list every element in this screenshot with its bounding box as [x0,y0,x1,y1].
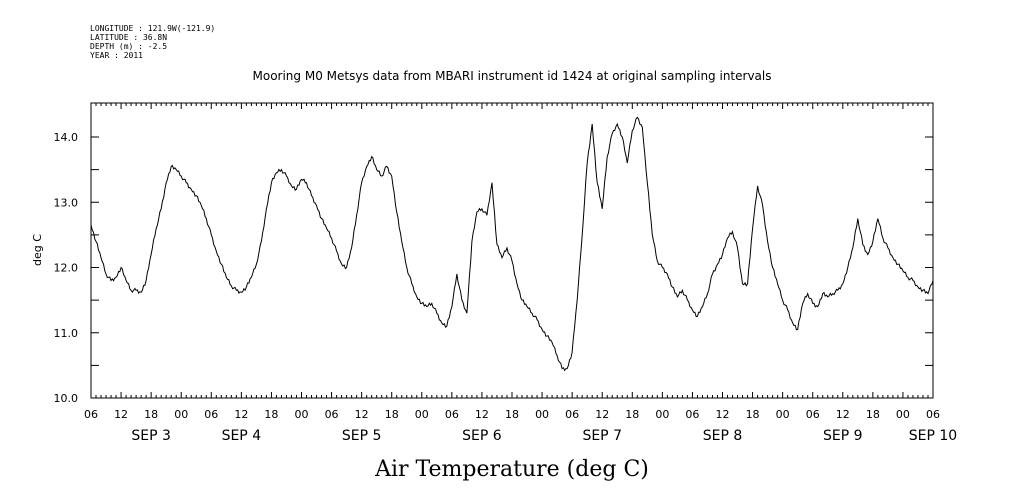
axis-ticks [90,103,934,399]
x-tick-label: 12 [355,408,369,421]
x-tick-label: 18 [385,408,399,421]
air-temperature-line [90,116,934,372]
x-day-label: SEP 5 [342,428,382,444]
plot-frame [90,102,934,399]
x-tick-label: 00 [535,408,549,421]
y-tick-label: 13.0 [54,196,79,209]
x-tick-label: 06 [84,408,98,421]
x-tick-label: 18 [746,408,760,421]
x-tick-label: 18 [505,408,519,421]
x-tick-label: 06 [204,408,218,421]
x-day-label: SEP 6 [462,428,502,444]
longitude-label: LONGITUDE : 121.9W(-121.9) [90,24,215,33]
depth-label: DEPTH (m) : -2.5 [90,42,167,51]
x-tick-label: 06 [325,408,339,421]
x-tick-label: 06 [445,408,459,421]
y-tick-label: 14.0 [54,131,79,144]
y-axis-label: deg C [31,234,44,266]
year-label: YEAR : 2011 [90,51,143,60]
x-tick-label: 12 [836,408,850,421]
x-tick-label: 00 [295,408,309,421]
chart-footer-title: Air Temperature (deg C) [374,457,649,482]
x-tick-label: 06 [685,408,699,421]
x-tick-label: 12 [595,408,609,421]
x-axis-day-labels: SEP 3 SEP 4 SEP 5 SEP 6 SEP 7 SEP 8 SEP 9 SEP 1… [131,428,957,444]
x-day-label: SEP 7 [582,428,622,444]
x-tick-label: 06 [926,408,940,421]
x-tick-label: 12 [475,408,489,421]
x-tick-label: 18 [625,408,639,421]
y-tick-label: 11.0 [54,327,79,340]
x-tick-label: 00 [896,408,910,421]
y-tick-label: 12.0 [54,262,79,275]
x-day-label: SEP 4 [222,428,262,444]
x-day-label: SEP 8 [703,428,743,444]
x-day-label: SEP 10 [909,428,957,444]
x-tick-label: 18 [866,408,880,421]
x-day-label: SEP 3 [131,428,171,444]
x-tick-label: 00 [776,408,790,421]
latitude-label: LATITUDE : 36.8N [90,33,167,42]
x-day-label: SEP 9 [823,428,863,444]
x-tick-label: 06 [565,408,579,421]
x-tick-label: 18 [264,408,278,421]
chart-title: Mooring M0 Metsys data from MBARI instru… [253,69,772,83]
x-tick-label: 00 [415,408,429,421]
x-tick-label: 00 [655,408,669,421]
x-tick-label: 00 [174,408,188,421]
x-tick-label: 06 [806,408,820,421]
x-axis-tick-labels: 06 12 18 00 06 12 18 00 06 12 18 00 06 12 18 00 06 12 18 00… [84,408,940,421]
y-tick-label: 10.0 [54,392,79,405]
x-tick-label: 12 [114,408,128,421]
x-tick-label: 18 [144,408,158,421]
y-axis-tick-labels: 10.0 11.0 12.0 13.0 14.0 [54,131,79,405]
x-tick-label: 12 [234,408,248,421]
x-tick-label: 12 [716,408,730,421]
